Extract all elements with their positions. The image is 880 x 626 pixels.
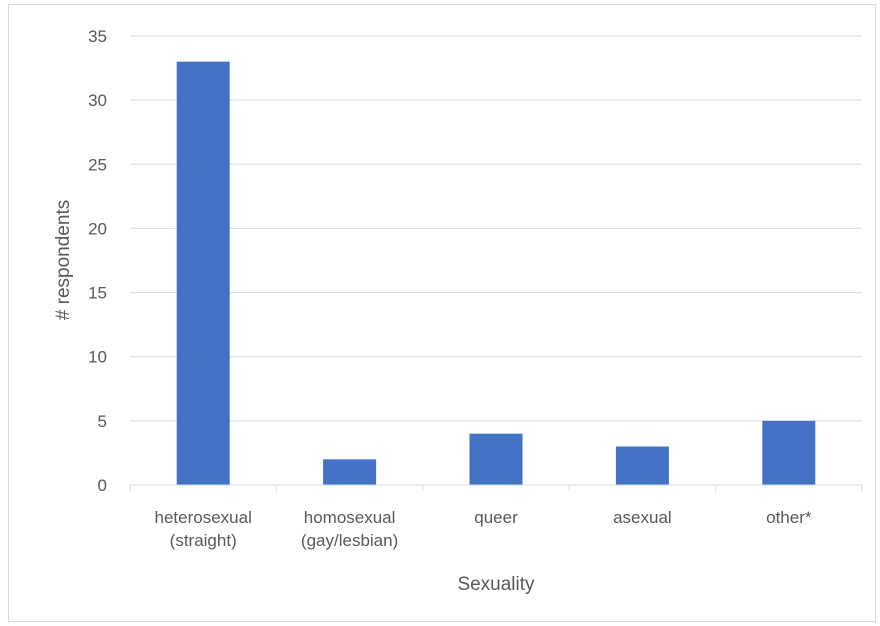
- y-tick-label: 0: [98, 476, 107, 495]
- bars: [176, 61, 816, 486]
- y-axis-title: # respondents: [53, 200, 74, 320]
- y-axis-ticks: 0 5 10 15 20 25 30 35: [88, 27, 107, 495]
- x-tick-label: heterosexual (straight): [155, 508, 252, 550]
- x-axis: [129, 484, 863, 491]
- bar: [176, 61, 230, 486]
- x-axis-ticks: heterosexual (straight) homosexual (gay/les…: [155, 508, 812, 550]
- x-tick-label: homosexual (gay/lesbian): [301, 508, 398, 550]
- x-tick-label: asexual: [613, 508, 672, 527]
- y-tick-label: 30: [88, 91, 107, 110]
- gridlines: [130, 35, 862, 422]
- bar: [469, 433, 523, 485]
- y-tick-label: 10: [88, 348, 107, 367]
- bar: [762, 420, 816, 485]
- y-tick-label: 5: [98, 412, 107, 431]
- x-tick-label: queer: [474, 508, 518, 527]
- y-tick-label: 20: [88, 219, 107, 238]
- x-tick-label: other*: [766, 508, 812, 527]
- bar: [323, 459, 377, 485]
- y-tick-label: 35: [88, 27, 107, 46]
- y-tick-label: 25: [88, 155, 107, 174]
- bar: [615, 446, 669, 485]
- x-axis-title: Sexuality: [457, 574, 535, 595]
- chart-frame: [8, 4, 876, 622]
- y-tick-label: 15: [88, 284, 107, 303]
